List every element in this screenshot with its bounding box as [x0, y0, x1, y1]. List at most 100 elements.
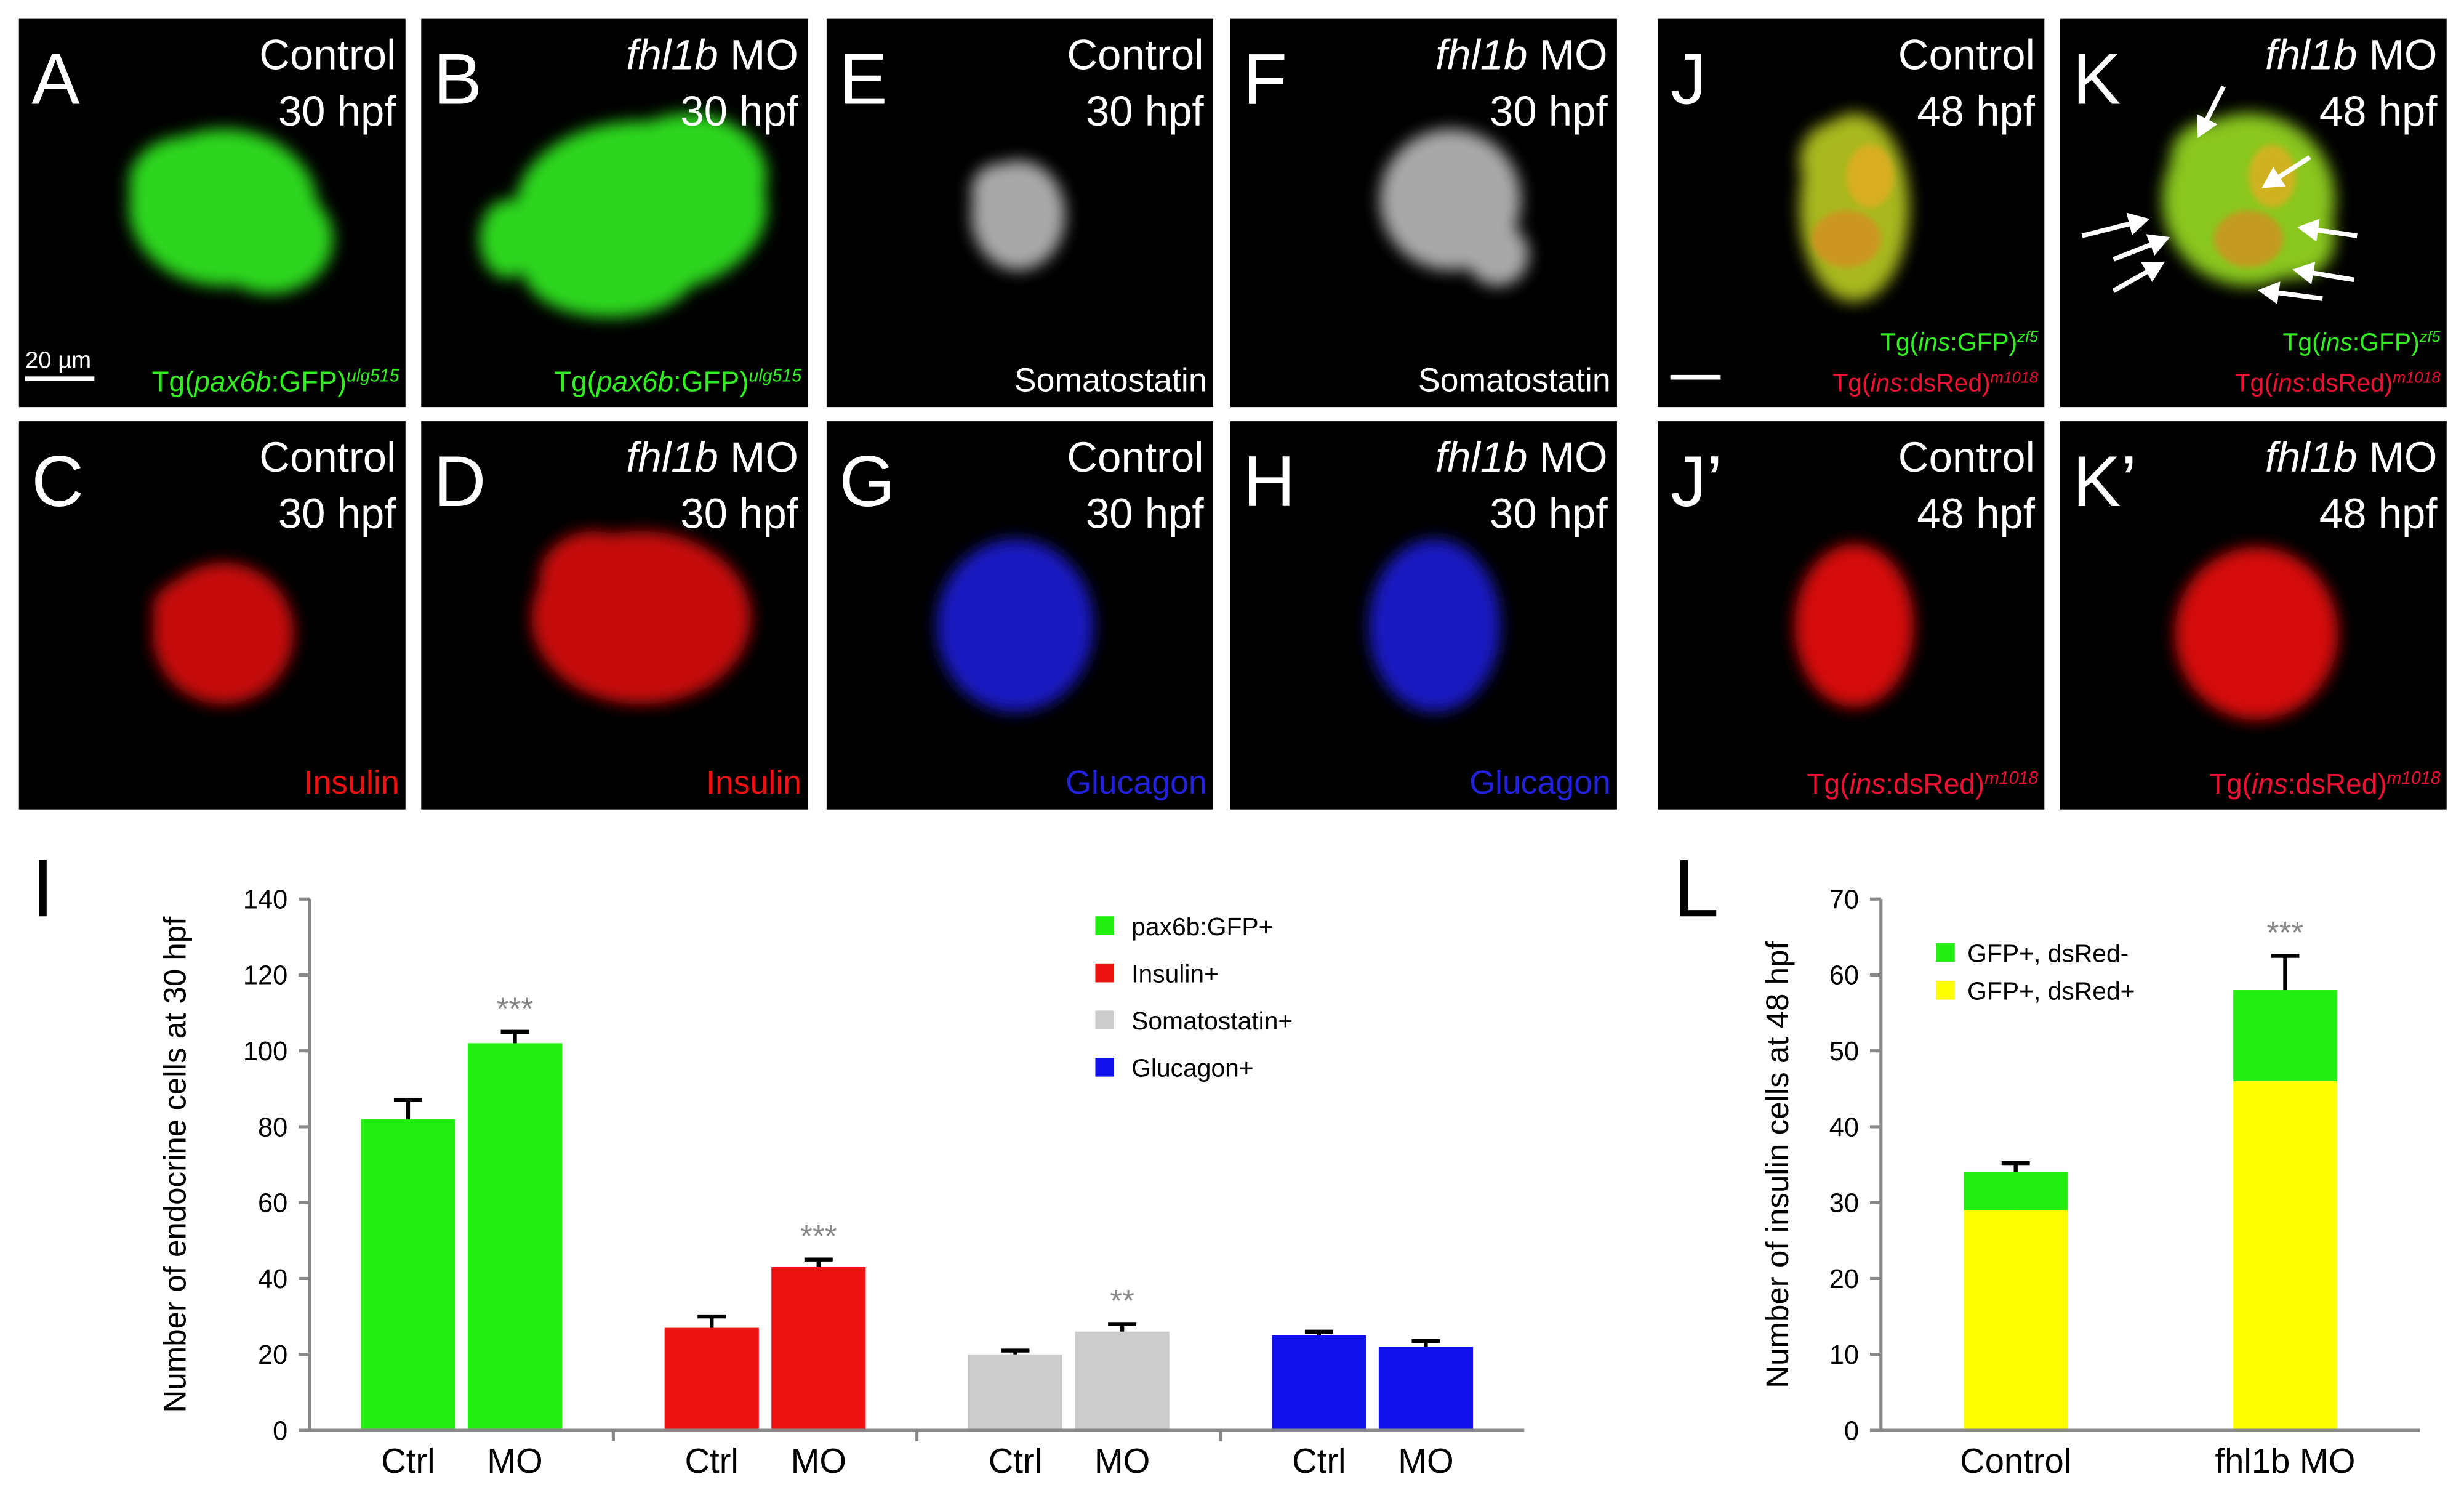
stain-part: ins	[1849, 768, 1885, 800]
panel-letter: C	[31, 441, 84, 522]
panel-time: 30 hpf	[1490, 87, 1608, 135]
condition: Control	[1898, 433, 2035, 481]
bar-segment	[2233, 990, 2337, 1081]
y-tick-label: 70	[1829, 885, 1859, 914]
panel-time: 30 hpf	[278, 87, 396, 135]
panel-time: 30 hpf	[1490, 490, 1608, 538]
panel-letter: G	[839, 441, 895, 522]
panel-condition: fhl1b MO	[2265, 433, 2438, 481]
condition: MO	[1539, 31, 1608, 78]
gene-name: fhl1b	[1435, 31, 1527, 78]
panel-letter: D	[434, 441, 486, 522]
significance: **	[1110, 1283, 1134, 1318]
legend-swatch	[1095, 916, 1115, 935]
stain-label: Glucagon	[1065, 764, 1206, 801]
stain-part: :GFP)	[2353, 328, 2420, 356]
stain-part: :GFP)	[1950, 328, 2017, 356]
signal-blob	[207, 183, 334, 294]
legend-label: pax6b:GFP+	[1131, 912, 1273, 941]
panel-time: 30 hpf	[680, 490, 798, 538]
signal-blob	[523, 223, 697, 318]
condition: MO	[1539, 433, 1608, 481]
stain-label: Insulin	[706, 764, 801, 801]
signal	[129, 129, 334, 294]
x-tick-label: MO	[1398, 1441, 1453, 1480]
gene-name: fhl1b	[626, 433, 718, 481]
condition: Control	[259, 433, 396, 481]
signal-blob	[479, 199, 536, 278]
panel-condition: fhl1b MO	[626, 31, 798, 78]
scale-bar-label: 20 µm	[25, 347, 91, 373]
stain-label: Somatostatin	[1418, 362, 1611, 399]
stain-part: zf5	[2419, 328, 2441, 345]
stain-part: Tg(	[1880, 328, 1919, 356]
y-tick-label: 20	[1829, 1265, 1859, 1294]
panel-condition: Control	[259, 31, 396, 78]
x-tick-label: MO	[1094, 1441, 1150, 1480]
significance: ***	[2267, 915, 2304, 950]
panel-letter: A	[31, 38, 80, 119]
bar	[467, 1043, 563, 1430]
signal-blob	[129, 137, 239, 232]
panel-time: 48 hpf	[1917, 87, 2035, 135]
bar	[1075, 1331, 1170, 1430]
stain-label: Tg(ins:dsRed)m1018	[1807, 768, 2039, 800]
stain-part: Somatostatin	[1418, 362, 1611, 399]
x-tick-label: MO	[487, 1441, 542, 1480]
y-axis-label: Number of endocrine cells at 30 hpf	[157, 916, 192, 1413]
stain-part: :GFP)	[271, 366, 347, 398]
stain-part: Tg(	[554, 366, 597, 398]
legend-label: Insulin+	[1131, 959, 1219, 988]
stain-part: m1018	[2393, 369, 2440, 387]
x-tick-label: fhl1b MO	[2215, 1441, 2356, 1480]
x-tick-label: Ctrl	[989, 1441, 1042, 1480]
y-tick-label: 0	[1844, 1416, 1859, 1446]
signal-overlay	[1812, 144, 1894, 267]
signal-blob	[1466, 223, 1529, 286]
panel: E Control 30 hpf Somatostatin	[826, 18, 1213, 408]
condition: MO	[730, 31, 798, 78]
stain-label: Tg(ins:dsRed)m1018	[2235, 369, 2441, 397]
legend-label: Glucagon+	[1131, 1054, 1254, 1082]
panel-letter: B	[434, 38, 482, 119]
y-tick-label: 60	[1829, 961, 1859, 991]
legend-label: GFP+, dsRed+	[1967, 977, 2135, 1005]
signal	[971, 160, 1065, 271]
panel-condition: fhl1b MO	[2265, 31, 2438, 78]
space	[718, 433, 730, 481]
signal-blob	[1846, 144, 1894, 207]
signal-blob	[609, 113, 767, 240]
stain-part: Tg(	[2209, 768, 2252, 800]
gene-name: fhl1b	[1435, 433, 1527, 481]
stain-label: Tg(ins:dsRed)m1018	[1832, 369, 2038, 397]
stain-label: Insulin	[304, 764, 399, 801]
panel-condition: fhl1b MO	[626, 433, 798, 481]
stain-part: m1018	[2387, 768, 2441, 788]
legend-swatch	[1936, 943, 1955, 962]
y-tick-label: 120	[243, 961, 287, 991]
signal	[1794, 544, 1914, 707]
panel-time: 30 hpf	[278, 490, 396, 538]
signal-blob	[1794, 544, 1914, 707]
charts: I Number of endocrine cells at 30 hpf 0 20 4…	[31, 843, 2420, 1480]
gene-name: fhl1b	[2265, 433, 2357, 481]
panel: K’ fhl1b MO 48 hpf Tg(ins:dsRed)m1018	[2060, 421, 2447, 810]
stain-part: :dsRed)	[2305, 369, 2393, 397]
stain-part: Tg(	[1807, 768, 1850, 800]
y-tick-label: 140	[243, 885, 287, 914]
panel-letter: J	[1671, 38, 1707, 119]
signal	[2175, 547, 2338, 720]
signal	[1368, 539, 1501, 712]
stain-label: Tg(pax6b:GFP)ulg515	[554, 366, 801, 398]
panel-time: 30 hpf	[1086, 490, 1204, 538]
panel: A Control 30 hpf Tg(pax6b:GFP)ulg515 20 µm	[18, 18, 406, 408]
legend-swatch	[1095, 1057, 1115, 1077]
stain-label: Tg(ins:GFP)zf5	[2282, 328, 2441, 356]
stain-part: ins	[2273, 369, 2305, 397]
bar-segment	[2233, 1081, 2337, 1430]
stain-part: :dsRed)	[1903, 369, 1991, 397]
